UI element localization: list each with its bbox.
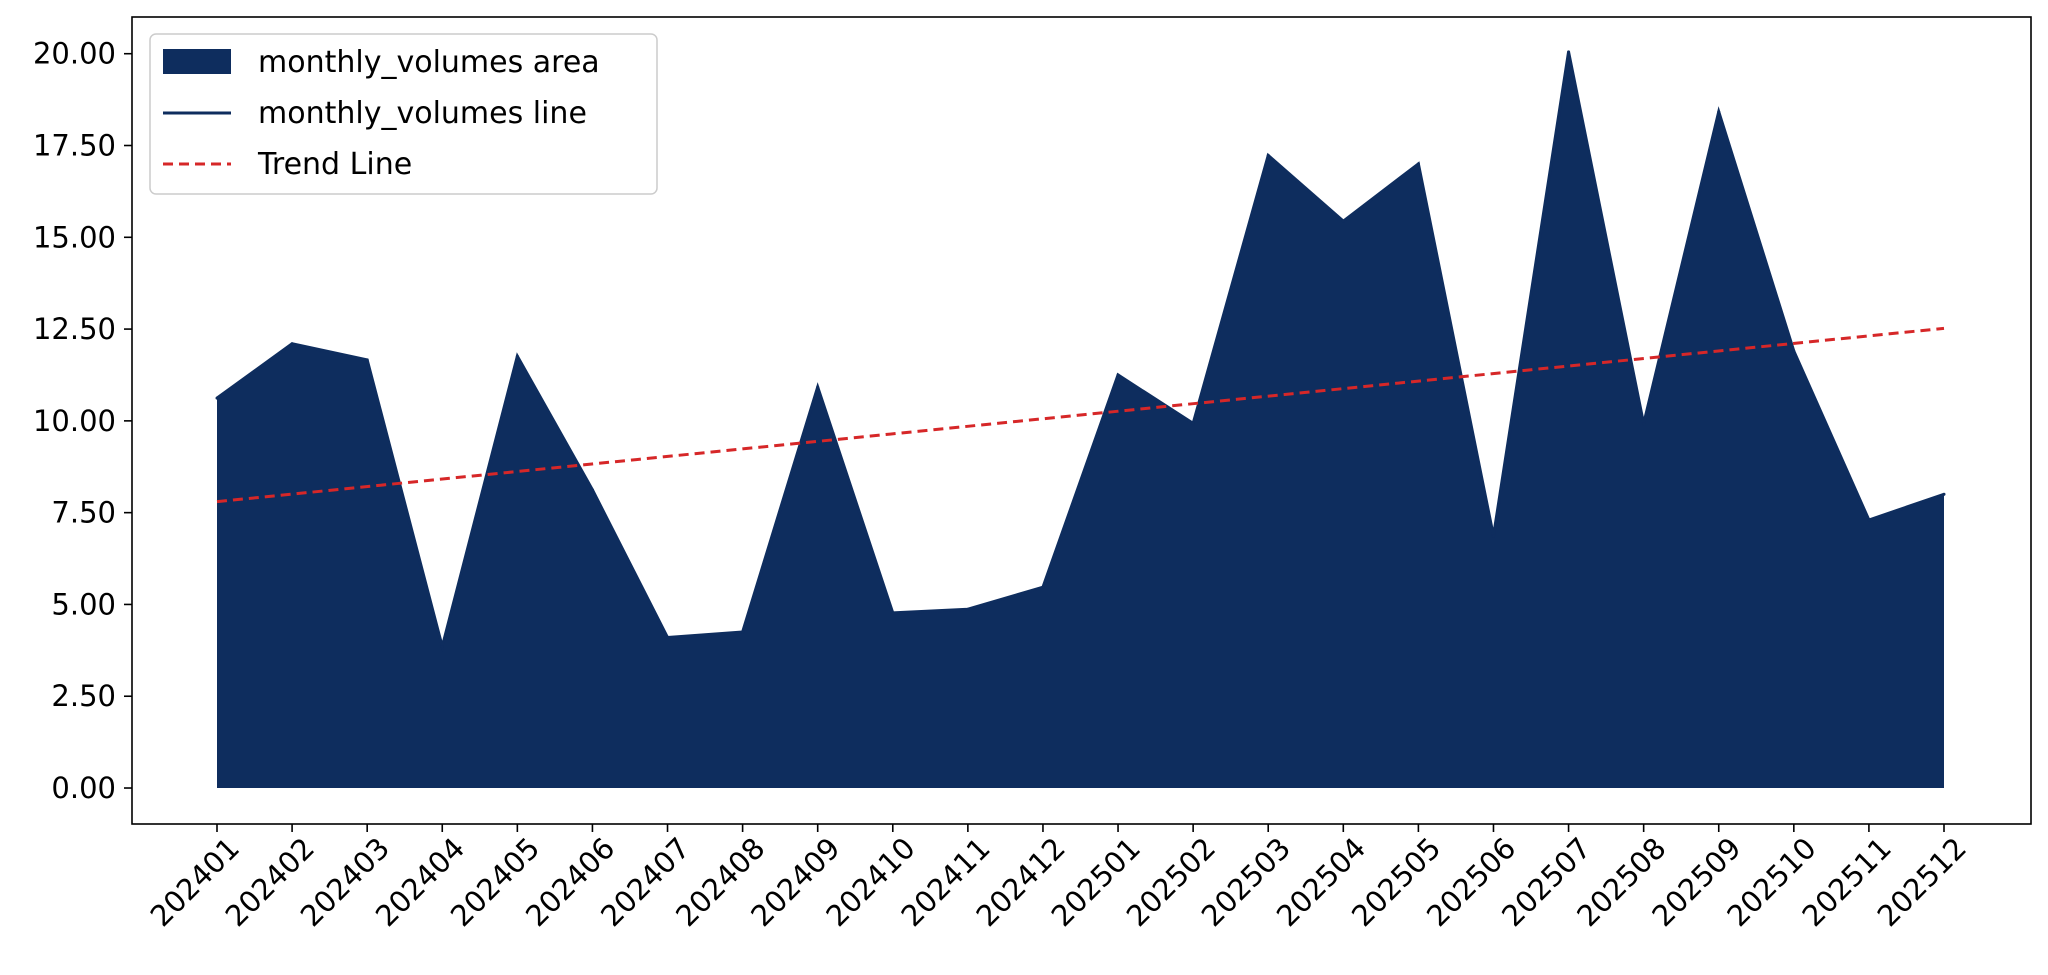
y-tick-label: 17.50 (33, 129, 116, 163)
data-point (1191, 421, 1195, 425)
data-point (666, 635, 670, 639)
y-tick-label: 20.00 (33, 37, 116, 71)
data-point (1266, 153, 1270, 157)
y-axis: 0.00 2.50 5.00 7.50 10.00 12.50 15.00 17.50 20.0… (33, 37, 132, 805)
legend: monthly_volumes area monthly_volumes lin… (149, 33, 658, 195)
data-point (1867, 518, 1871, 522)
area-layer (217, 51, 1944, 789)
data-point (1642, 422, 1646, 426)
series-line (216, 51, 1945, 653)
data-point (590, 488, 594, 492)
data-point (1341, 219, 1345, 223)
data-point (440, 645, 444, 649)
trend-layer (216, 326, 1945, 504)
data-point (1116, 373, 1120, 377)
data-point (1792, 349, 1796, 353)
legend-label-trend: Trend Line (257, 147, 412, 182)
data-point (741, 630, 745, 634)
trend-line (216, 326, 1945, 504)
data-point (891, 611, 895, 615)
legend-label-line: monthly_volumes line (258, 96, 587, 131)
y-tick-label: 7.50 (51, 496, 116, 530)
data-point (290, 342, 294, 346)
data-point (1717, 110, 1721, 114)
data-point (1041, 585, 1045, 589)
y-tick-label: 12.50 (33, 312, 116, 346)
data-point (1416, 162, 1420, 166)
data-point (515, 354, 519, 358)
legend-label-area: monthly_volumes area (258, 45, 600, 80)
line-layer (215, 50, 1946, 653)
data-point (816, 385, 820, 389)
y-tick-label: 5.00 (51, 587, 116, 621)
data-point (215, 396, 219, 400)
data-point (1942, 492, 1946, 496)
legend-box (149, 33, 658, 195)
data-point (1567, 50, 1571, 54)
data-point (966, 607, 970, 611)
y-tick-label: 0.00 (51, 771, 116, 805)
data-point (1491, 534, 1495, 538)
y-tick-label: 2.50 (51, 679, 116, 713)
y-tick-label: 15.00 (33, 220, 116, 254)
data-point (365, 358, 369, 362)
y-tick-label: 10.00 (33, 404, 116, 438)
area-fill (217, 51, 1944, 789)
legend-swatch-area (163, 49, 231, 74)
